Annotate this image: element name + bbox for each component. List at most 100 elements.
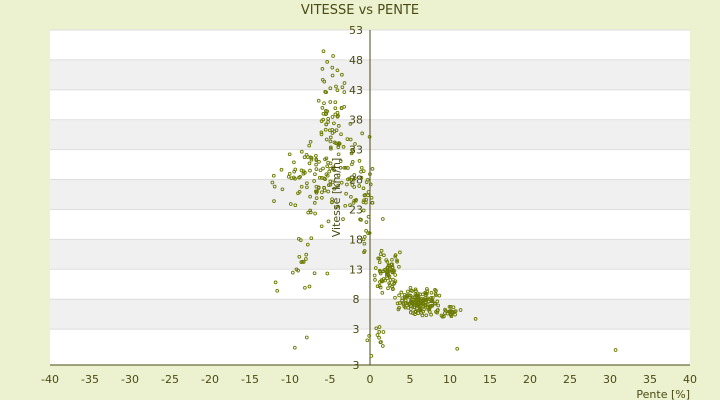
data-point bbox=[367, 135, 372, 139]
data-point bbox=[314, 167, 319, 171]
data-point bbox=[418, 298, 423, 303]
data-point bbox=[435, 308, 440, 313]
data-point bbox=[473, 317, 478, 321]
data-point bbox=[429, 303, 434, 308]
data-point bbox=[324, 172, 329, 177]
data-point bbox=[340, 85, 345, 90]
data-point bbox=[352, 176, 357, 181]
x-tick-label: -30 bbox=[121, 373, 139, 386]
x-tick-label: -20 bbox=[201, 373, 219, 386]
data-point bbox=[613, 348, 618, 352]
data-point bbox=[384, 273, 389, 278]
data-point bbox=[330, 115, 335, 119]
data-point bbox=[388, 278, 393, 282]
data-point bbox=[280, 187, 285, 192]
data-point bbox=[361, 169, 366, 173]
data-point bbox=[432, 301, 437, 306]
data-point bbox=[342, 81, 347, 85]
data-point bbox=[334, 128, 339, 133]
data-point bbox=[339, 132, 343, 137]
data-point bbox=[377, 283, 382, 288]
data-point bbox=[423, 291, 428, 296]
data-point bbox=[378, 271, 383, 276]
data-point bbox=[337, 141, 342, 146]
data-point bbox=[318, 168, 323, 173]
data-point bbox=[298, 175, 302, 179]
data-point bbox=[324, 137, 329, 142]
data-point bbox=[320, 67, 325, 71]
x-tick-label: 15 bbox=[483, 373, 497, 386]
data-point bbox=[314, 189, 318, 194]
data-point bbox=[336, 183, 341, 188]
data-point bbox=[360, 131, 365, 136]
data-point bbox=[403, 305, 408, 310]
data-point bbox=[398, 250, 402, 255]
x-tick-label: 25 bbox=[563, 373, 577, 386]
data-point bbox=[362, 249, 367, 253]
data-point bbox=[316, 98, 321, 103]
data-point bbox=[272, 199, 276, 203]
data-point bbox=[381, 330, 386, 334]
data-point bbox=[303, 285, 307, 290]
y-tick-label: 18 bbox=[349, 233, 363, 246]
data-point bbox=[326, 189, 331, 194]
data-point bbox=[387, 267, 392, 272]
x-tick-label: -35 bbox=[81, 373, 99, 386]
y-tick-label: 23 bbox=[349, 203, 363, 216]
data-point bbox=[361, 237, 366, 242]
data-point bbox=[326, 120, 330, 124]
data-point bbox=[420, 313, 425, 318]
data-point bbox=[352, 173, 357, 177]
y-axis-label: Vitesse [km/h] bbox=[330, 158, 343, 238]
data-point bbox=[333, 100, 338, 105]
data-point bbox=[382, 253, 386, 258]
data-point bbox=[279, 167, 284, 172]
data-point bbox=[362, 241, 367, 246]
x-tick-label: 20 bbox=[523, 373, 537, 386]
data-point bbox=[353, 142, 357, 146]
data-point bbox=[313, 172, 317, 177]
data-point bbox=[373, 266, 378, 270]
data-point bbox=[304, 252, 309, 257]
data-point bbox=[345, 182, 349, 187]
data-point bbox=[287, 171, 292, 176]
data-point bbox=[308, 194, 312, 199]
data-point bbox=[435, 310, 439, 315]
data-point bbox=[369, 195, 374, 200]
data-point bbox=[377, 325, 382, 329]
data-point bbox=[455, 346, 460, 351]
data-point bbox=[390, 269, 395, 274]
data-point bbox=[423, 303, 427, 307]
y-tick-label: 53 bbox=[349, 24, 363, 37]
data-point bbox=[414, 293, 419, 297]
data-point bbox=[331, 165, 335, 170]
data-point bbox=[324, 111, 329, 116]
data-point bbox=[393, 295, 397, 300]
data-point bbox=[341, 145, 346, 149]
data-point bbox=[385, 270, 389, 275]
data-point bbox=[328, 145, 333, 150]
data-point bbox=[378, 269, 383, 274]
y-tick-label: 8 bbox=[353, 293, 360, 306]
data-point bbox=[365, 338, 370, 343]
data-point bbox=[328, 179, 333, 184]
data-point bbox=[299, 184, 304, 189]
data-point bbox=[332, 186, 337, 191]
data-point bbox=[329, 146, 333, 151]
data-point bbox=[361, 200, 366, 204]
data-point bbox=[402, 292, 407, 297]
data-point bbox=[377, 260, 382, 265]
data-point bbox=[275, 288, 280, 293]
data-point bbox=[340, 72, 344, 77]
data-point bbox=[400, 298, 404, 303]
data-point bbox=[390, 262, 394, 267]
data-point bbox=[309, 236, 314, 241]
y-tick-label: 3 bbox=[353, 359, 360, 372]
data-point bbox=[397, 301, 402, 305]
data-point bbox=[378, 252, 383, 257]
data-point bbox=[299, 168, 304, 173]
data-point bbox=[366, 190, 371, 194]
data-point bbox=[375, 284, 380, 289]
data-point bbox=[395, 259, 399, 264]
